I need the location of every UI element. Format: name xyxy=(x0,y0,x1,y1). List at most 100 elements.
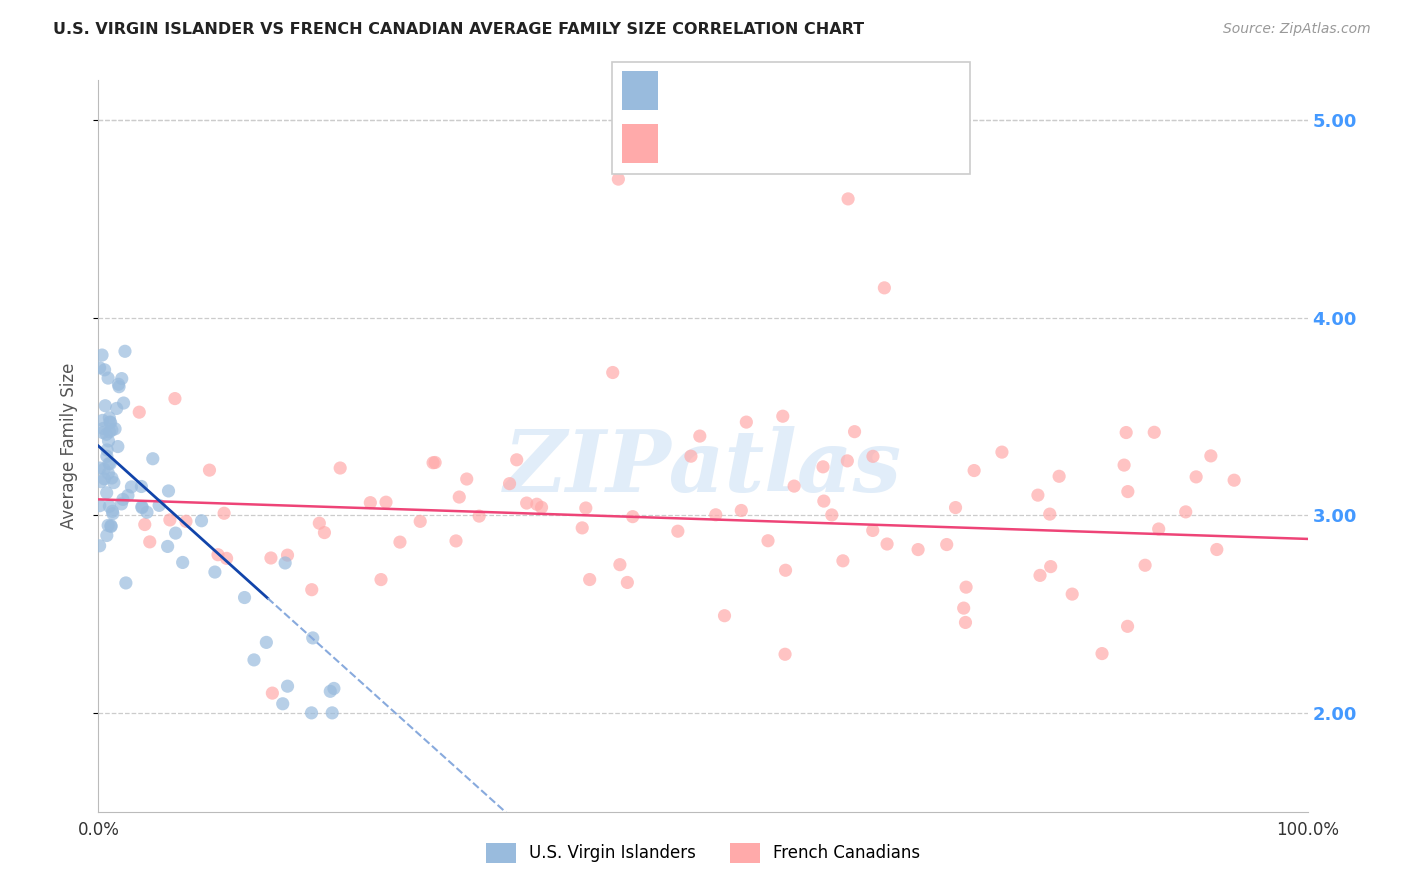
U.S. Virgin Islanders xyxy=(89,499,111,513)
French Canadians xyxy=(1223,473,1246,487)
French Canadians xyxy=(666,524,689,539)
U.S. Virgin Islanders xyxy=(97,467,120,481)
French Canadians xyxy=(862,524,884,538)
U.S. Virgin Islanders xyxy=(322,681,344,696)
French Canadians xyxy=(616,575,638,590)
French Canadians xyxy=(713,608,735,623)
French Canadians xyxy=(1116,484,1139,499)
French Canadians xyxy=(422,456,444,470)
Text: R =  -0.431   N = 72: R = -0.431 N = 72 xyxy=(668,82,884,100)
French Canadians xyxy=(772,409,794,424)
U.S. Virgin Islanders xyxy=(112,396,135,410)
French Canadians xyxy=(963,464,986,478)
French Canadians xyxy=(783,479,806,493)
U.S. Virgin Islanders xyxy=(93,472,115,486)
French Canadians xyxy=(775,563,797,577)
French Canadians xyxy=(862,450,884,464)
U.S. Virgin Islanders xyxy=(277,679,299,693)
French Canadians xyxy=(163,392,186,406)
French Canadians xyxy=(456,472,478,486)
French Canadians xyxy=(1062,587,1084,601)
French Canadians xyxy=(423,455,446,469)
U.S. Virgin Islanders xyxy=(100,518,122,533)
French Canadians xyxy=(308,516,330,531)
French Canadians xyxy=(689,429,711,443)
U.S. Virgin Islanders xyxy=(98,415,121,429)
U.S. Virgin Islanders xyxy=(98,410,121,425)
French Canadians xyxy=(704,508,727,522)
U.S. Virgin Islanders xyxy=(100,416,122,430)
French Canadians xyxy=(198,463,221,477)
U.S. Virgin Islanders xyxy=(321,706,343,720)
French Canadians xyxy=(1115,425,1137,440)
U.S. Virgin Islanders xyxy=(319,684,342,698)
U.S. Virgin Islanders xyxy=(101,507,124,521)
French Canadians xyxy=(174,514,197,528)
French Canadians xyxy=(735,415,758,429)
U.S. Virgin Islanders xyxy=(274,556,297,570)
French Canadians xyxy=(578,573,600,587)
U.S. Virgin Islanders xyxy=(97,434,120,448)
French Canadians xyxy=(955,580,977,594)
U.S. Virgin Islanders xyxy=(243,653,266,667)
French Canadians xyxy=(139,534,162,549)
French Canadians xyxy=(260,551,283,566)
French Canadians xyxy=(575,501,598,516)
U.S. Virgin Islanders xyxy=(97,371,120,385)
Text: U.S. VIRGIN ISLANDER VS FRENCH CANADIAN AVERAGE FAMILY SIZE CORRELATION CHART: U.S. VIRGIN ISLANDER VS FRENCH CANADIAN … xyxy=(53,22,865,37)
U.S. Virgin Islanders xyxy=(89,360,111,375)
French Canadians xyxy=(876,537,898,551)
French Canadians xyxy=(128,405,150,419)
U.S. Virgin Islanders xyxy=(108,380,131,394)
French Canadians xyxy=(679,449,702,463)
French Canadians xyxy=(388,535,411,549)
French Canadians xyxy=(730,503,752,517)
French Canadians xyxy=(212,506,235,520)
French Canadians xyxy=(1147,522,1170,536)
U.S. Virgin Islanders xyxy=(190,514,212,528)
U.S. Virgin Islanders xyxy=(98,500,121,514)
French Canadians xyxy=(821,508,844,522)
U.S. Virgin Islanders xyxy=(136,505,159,519)
U.S. Virgin Islanders xyxy=(111,371,134,385)
U.S. Virgin Islanders xyxy=(254,635,277,649)
U.S. Virgin Islanders xyxy=(156,540,179,554)
U.S. Virgin Islanders xyxy=(271,697,294,711)
French Canadians xyxy=(409,514,432,528)
U.S. Virgin Islanders xyxy=(94,399,117,413)
U.S. Virgin Islanders xyxy=(93,462,115,476)
French Canadians xyxy=(837,454,859,468)
French Canadians xyxy=(314,525,336,540)
French Canadians xyxy=(813,494,835,508)
French Canadians xyxy=(526,497,548,511)
U.S. Virgin Islanders xyxy=(100,519,122,533)
French Canadians xyxy=(530,500,553,515)
U.S. Virgin Islanders xyxy=(93,363,115,377)
U.S. Virgin Islanders xyxy=(115,576,138,591)
French Canadians xyxy=(1185,470,1208,484)
U.S. Virgin Islanders xyxy=(157,483,180,498)
French Canadians xyxy=(359,496,381,510)
U.S. Virgin Islanders xyxy=(114,344,136,359)
French Canadians xyxy=(1174,505,1197,519)
U.S. Virgin Islanders xyxy=(165,526,187,541)
French Canadians xyxy=(873,281,896,295)
French Canadians xyxy=(609,558,631,572)
U.S. Virgin Islanders xyxy=(91,425,114,440)
French Canadians xyxy=(773,647,796,661)
U.S. Virgin Islanders xyxy=(91,348,114,362)
French Canadians xyxy=(215,551,238,566)
U.S. Virgin Islanders xyxy=(120,480,142,494)
U.S. Virgin Islanders xyxy=(172,556,194,570)
French Canadians xyxy=(1047,469,1070,483)
U.S. Virgin Islanders xyxy=(98,457,121,471)
U.S. Virgin Islanders xyxy=(96,450,118,464)
U.S. Virgin Islanders xyxy=(98,425,121,439)
U.S. Virgin Islanders xyxy=(131,500,153,515)
U.S. Virgin Islanders xyxy=(97,518,120,533)
French Canadians xyxy=(468,509,491,524)
French Canadians xyxy=(607,172,630,186)
French Canadians xyxy=(602,366,624,380)
French Canadians xyxy=(159,513,181,527)
French Canadians xyxy=(1039,559,1062,574)
